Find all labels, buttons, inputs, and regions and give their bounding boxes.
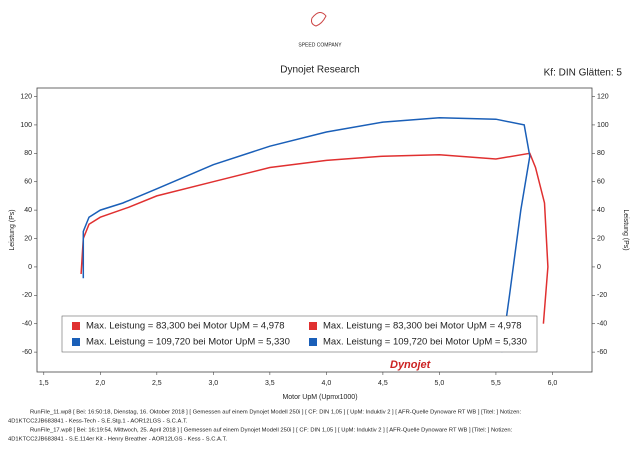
logo-mark bbox=[311, 12, 327, 27]
y-tick-label: 100 bbox=[20, 122, 32, 129]
plot-frame bbox=[36, 87, 593, 373]
y2-tick-label: 60 bbox=[597, 179, 605, 186]
x-tick-label: 5,0 bbox=[435, 380, 445, 387]
y-tick-label: -40 bbox=[22, 321, 32, 328]
logo: SPEED COMPANY bbox=[298, 42, 342, 48]
legend-swatch bbox=[309, 322, 317, 330]
series-line bbox=[82, 117, 531, 353]
legend-swatch bbox=[72, 322, 80, 330]
y-tick-label: 60 bbox=[24, 179, 32, 186]
chart-subtitle: Kf: DIN Glätten: 5 bbox=[544, 68, 623, 79]
legend-label: Max. Leistung = 83,300 bei Motor UpM = 4… bbox=[86, 321, 285, 332]
footer-line: RunFile_17.wp8 [ Bei: 16:19:54, Mittwoch… bbox=[30, 428, 513, 434]
y2-tick-label: 0 bbox=[597, 264, 601, 271]
x-tick-label: 3,5 bbox=[265, 380, 275, 387]
y-tick-label: -60 bbox=[22, 349, 32, 356]
y2-tick-label: -60 bbox=[597, 349, 607, 356]
y2-tick-label: 20 bbox=[597, 235, 605, 242]
y-tick-label: 20 bbox=[24, 235, 32, 242]
y-tick-label: 80 bbox=[24, 150, 32, 157]
x-tick-label: 5,5 bbox=[491, 380, 501, 387]
x-tick-label: 4,0 bbox=[322, 380, 332, 387]
chart-title: Dynojet Research bbox=[280, 65, 359, 76]
footer-line: RunFile_11.wp8 [ Bei: 16:50:18, Dienstag… bbox=[30, 410, 522, 416]
x-axis-label: Motor UpM (Upmx1000) bbox=[282, 394, 357, 401]
footer-line: 4D1KTCC2JB683841 - Kess-Tech - S.E.Stg.1… bbox=[8, 419, 188, 425]
y2-tick-label: -40 bbox=[597, 321, 607, 328]
y2-tick-label: 100 bbox=[597, 122, 609, 129]
legend-label: Max. Leistung = 109,720 bei Motor UpM = … bbox=[86, 337, 290, 348]
y2-axis-label: Leistung (Ps) bbox=[622, 209, 629, 250]
y2-tick-label: -20 bbox=[597, 292, 607, 299]
series-line bbox=[80, 152, 549, 324]
y-tick-label: 0 bbox=[28, 264, 32, 271]
x-tick-label: 2,5 bbox=[152, 380, 162, 387]
x-tick-label: 3,0 bbox=[208, 380, 218, 387]
x-tick-label: 6,0 bbox=[548, 380, 558, 387]
y-tick-label: -20 bbox=[22, 292, 32, 299]
x-tick-label: 2,0 bbox=[95, 380, 105, 387]
legend-label: Max. Leistung = 83,300 bei Motor UpM = 4… bbox=[323, 321, 522, 332]
legend-box bbox=[61, 315, 538, 353]
y-tick-label: 120 bbox=[20, 93, 32, 100]
y2-tick-label: 80 bbox=[597, 150, 605, 157]
x-tick-label: 1,5 bbox=[39, 380, 49, 387]
y2-tick-label: 120 bbox=[597, 93, 609, 100]
legend-swatch bbox=[72, 338, 80, 346]
footer-line: 4D1KTCC2JB683841 - S.E.114er Kit - Henry… bbox=[8, 437, 227, 443]
x-tick-label: 4,5 bbox=[378, 380, 388, 387]
brand: Dynojet bbox=[390, 359, 432, 371]
legend-swatch bbox=[309, 338, 317, 346]
y-tick-label: 40 bbox=[24, 207, 32, 214]
y-axis-label: Leistung (Ps) bbox=[9, 209, 16, 250]
y2-tick-label: 40 bbox=[597, 207, 605, 214]
legend-label: Max. Leistung = 109,720 bei Motor UpM = … bbox=[323, 337, 527, 348]
